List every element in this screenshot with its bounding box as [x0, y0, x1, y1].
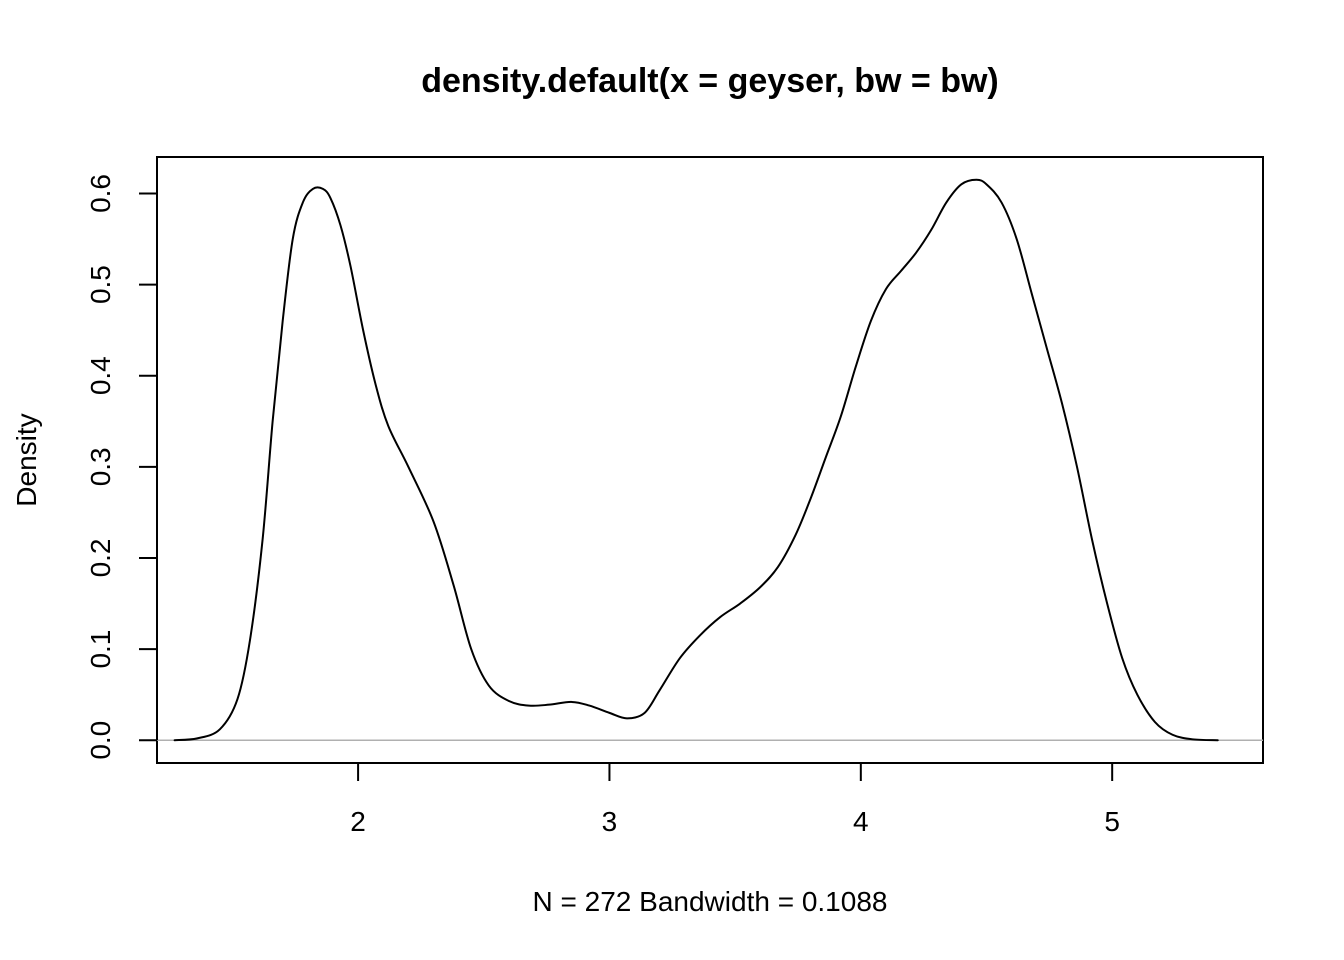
- plot-frame: [156, 156, 1264, 764]
- x-axis-label: N = 272 Bandwidth = 0.1088: [533, 886, 888, 917]
- y-axis: 0.0 0.1 0.2 0.3 0.4 0.5 0.6: [85, 174, 158, 760]
- x-tick-label: 5: [1104, 806, 1120, 837]
- y-tick-label: 0.6: [85, 174, 116, 213]
- x-axis: 2 3 4 5: [350, 762, 1120, 837]
- y-tick-label: 0.0: [85, 721, 116, 760]
- y-tick-label: 0.1: [85, 630, 116, 669]
- density-curve: [173, 178, 1219, 742]
- chart-title: density.default(x = geyser, bw = bw): [421, 62, 999, 100]
- x-tick-label: 2: [350, 806, 366, 837]
- x-tick-label: 3: [602, 806, 618, 837]
- y-tick-label: 0.5: [85, 265, 116, 304]
- x-tick-label: 4: [853, 806, 869, 837]
- y-tick-label: 0.4: [85, 356, 116, 395]
- y-axis-label: Density: [11, 413, 42, 506]
- y-tick-label: 0.3: [85, 447, 116, 486]
- y-tick-label: 0.2: [85, 538, 116, 577]
